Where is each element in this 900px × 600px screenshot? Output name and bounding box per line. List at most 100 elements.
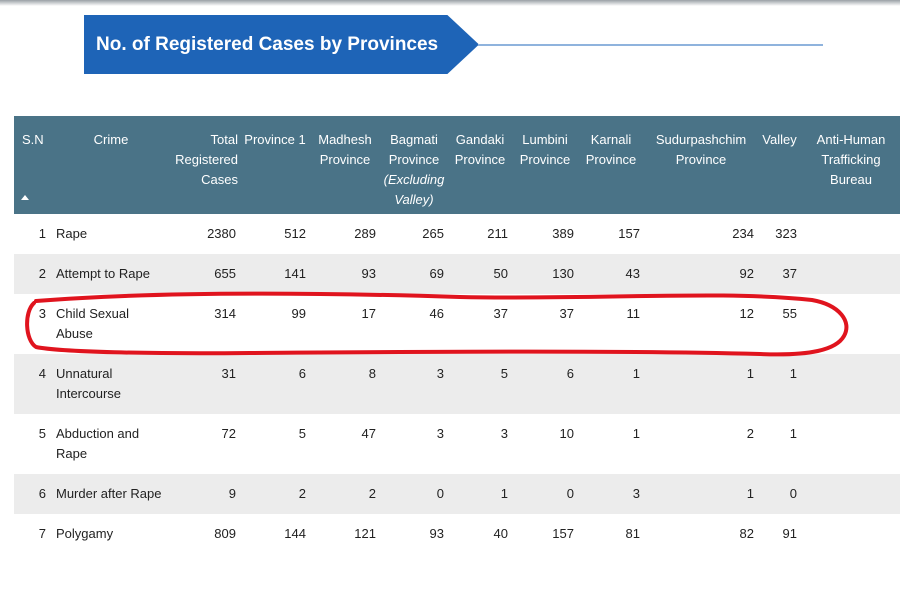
cell-total: 655 <box>214 266 236 281</box>
cell-crime: Abduction and Rape <box>56 426 140 461</box>
cell-total: 9 <box>228 486 236 501</box>
cell-lumbini: 10 <box>559 426 574 441</box>
cell-valley: 37 <box>782 266 797 281</box>
cell-gandaki: 37 <box>493 306 508 321</box>
cell-total: 2380 <box>207 226 236 241</box>
top-shadow <box>0 0 900 6</box>
cell-valley: 0 <box>789 486 797 501</box>
cell-karnali: 3 <box>632 486 640 501</box>
table-row: 2 Attempt to Rape 655 141 93 69 50 130 43 92 37 <box>14 254 900 294</box>
cell-sn: 3 <box>38 306 46 321</box>
table-row: 1 Rape 2380 512 289 265 211 389 157 234 323 <box>14 214 900 254</box>
cell-madhesh: 121 <box>354 526 376 541</box>
cell-gandaki: 5 <box>500 366 508 381</box>
cell-sudurpashchim: 92 <box>739 266 754 281</box>
cell-sn: 4 <box>38 366 46 381</box>
cell-madhesh: 17 <box>361 306 376 321</box>
cell-karnali: 157 <box>618 226 640 241</box>
column-header-sn[interactable]: S.N <box>14 116 52 214</box>
cell-gandaki: 50 <box>493 266 508 281</box>
table-row: 4 Unnatural Intercourse 31 6 8 3 5 6 1 1 1 <box>14 354 900 414</box>
cell-anti <box>801 474 900 514</box>
column-header-karnali[interactable]: Karnali Province <box>578 116 644 214</box>
column-header-bagmati[interactable]: Bagmati Province (Excluding Valley) <box>380 116 448 214</box>
cell-province1: 6 <box>298 366 306 381</box>
cell-madhesh: 47 <box>361 426 376 441</box>
bagmati-note: (Excluding Valley) <box>383 172 445 207</box>
cell-sudurpashchim: 1 <box>746 486 754 501</box>
cell-lumbini: 157 <box>552 526 574 541</box>
cell-province1: 144 <box>284 526 306 541</box>
cell-province1: 2 <box>298 486 306 501</box>
cell-madhesh: 93 <box>361 266 376 281</box>
cell-sudurpashchim: 1 <box>746 366 754 381</box>
cell-bagmati: 69 <box>429 266 444 281</box>
column-header-province1[interactable]: Province 1 <box>240 116 310 214</box>
cell-anti <box>801 254 900 294</box>
cell-karnali: 1 <box>632 366 640 381</box>
cell-lumbini: 6 <box>566 366 574 381</box>
column-header-valley[interactable]: Valley <box>758 116 801 214</box>
cell-anti <box>801 294 900 354</box>
cell-sn: 2 <box>38 266 46 281</box>
title-divider <box>478 44 823 46</box>
cell-total: 314 <box>214 306 236 321</box>
cell-bagmati: 3 <box>436 426 444 441</box>
column-header-sudurpashchim[interactable]: Sudurpashchim Province <box>644 116 758 214</box>
cell-karnali: 81 <box>625 526 640 541</box>
cell-province1: 141 <box>284 266 306 281</box>
cell-madhesh: 2 <box>368 486 376 501</box>
column-header-madhesh[interactable]: Madhesh Province <box>310 116 380 214</box>
cell-karnali: 1 <box>632 426 640 441</box>
cell-karnali: 11 <box>626 306 641 321</box>
cell-madhesh: 8 <box>368 366 376 381</box>
cell-sn: 5 <box>38 426 46 441</box>
cell-bagmati: 265 <box>422 226 444 241</box>
cell-bagmati: 0 <box>436 486 444 501</box>
cell-lumbini: 130 <box>552 266 574 281</box>
cell-total: 72 <box>221 426 236 441</box>
table-row: 6 Murder after Rape 9 2 2 0 1 0 3 1 0 <box>14 474 900 514</box>
column-header-crime[interactable]: Crime <box>52 116 170 214</box>
cell-bagmati: 3 <box>436 366 444 381</box>
cell-sudurpashchim: 82 <box>739 526 754 541</box>
cell-crime: Rape <box>56 226 88 241</box>
page-title: No. of Registered Cases by Provinces <box>84 15 479 74</box>
cell-gandaki: 40 <box>493 526 508 541</box>
cell-sn: 6 <box>38 486 46 501</box>
column-header-anti-human-trafficking[interactable]: Anti-Human Trafficking Bureau <box>801 116 900 214</box>
cell-valley: 1 <box>789 426 797 441</box>
cell-lumbini: 0 <box>566 486 574 501</box>
cell-sudurpashchim: 2 <box>746 426 754 441</box>
cell-anti <box>801 514 900 554</box>
cell-sn: 1 <box>38 226 46 241</box>
cell-sudurpashchim: 234 <box>732 226 754 241</box>
cases-table: S.N Crime Total Registered Cases Provinc… <box>14 116 900 554</box>
column-header-lumbini[interactable]: Lumbini Province <box>512 116 578 214</box>
cell-crime: Attempt to Rape <box>56 266 150 281</box>
column-header-total[interactable]: Total Registered Cases <box>170 116 240 214</box>
table-header-row: S.N Crime Total Registered Cases Provinc… <box>14 116 900 214</box>
cell-sudurpashchim: 12 <box>739 306 754 321</box>
sort-ascending-icon[interactable] <box>21 195 29 200</box>
cell-crime: Child Sexual Abuse <box>56 306 129 341</box>
cell-anti <box>801 214 900 254</box>
cell-valley: 1 <box>789 366 797 381</box>
cell-sn: 7 <box>38 526 46 541</box>
cell-bagmati: 93 <box>429 526 444 541</box>
cases-table-container: S.N Crime Total Registered Cases Provinc… <box>14 116 900 600</box>
cell-province1: 5 <box>298 426 306 441</box>
column-header-gandaki[interactable]: Gandaki Province <box>448 116 512 214</box>
table-row: 7 Polygamy 809 144 121 93 40 157 81 82 91 <box>14 514 900 554</box>
table-row: 3 Child Sexual Abuse 314 99 17 46 37 37 11 12 55 <box>14 294 900 354</box>
cell-madhesh: 289 <box>354 226 376 241</box>
cell-total: 31 <box>221 366 236 381</box>
cell-crime: Unnatural Intercourse <box>56 366 122 401</box>
cell-lumbini: 389 <box>552 226 574 241</box>
cell-valley: 55 <box>782 306 797 321</box>
cell-valley: 91 <box>782 526 797 541</box>
cell-karnali: 43 <box>625 266 640 281</box>
cell-province1: 512 <box>284 226 306 241</box>
table-row: 5 Abduction and Rape 72 5 47 3 3 10 1 2 1 <box>14 414 900 474</box>
cell-province1: 99 <box>291 306 306 321</box>
